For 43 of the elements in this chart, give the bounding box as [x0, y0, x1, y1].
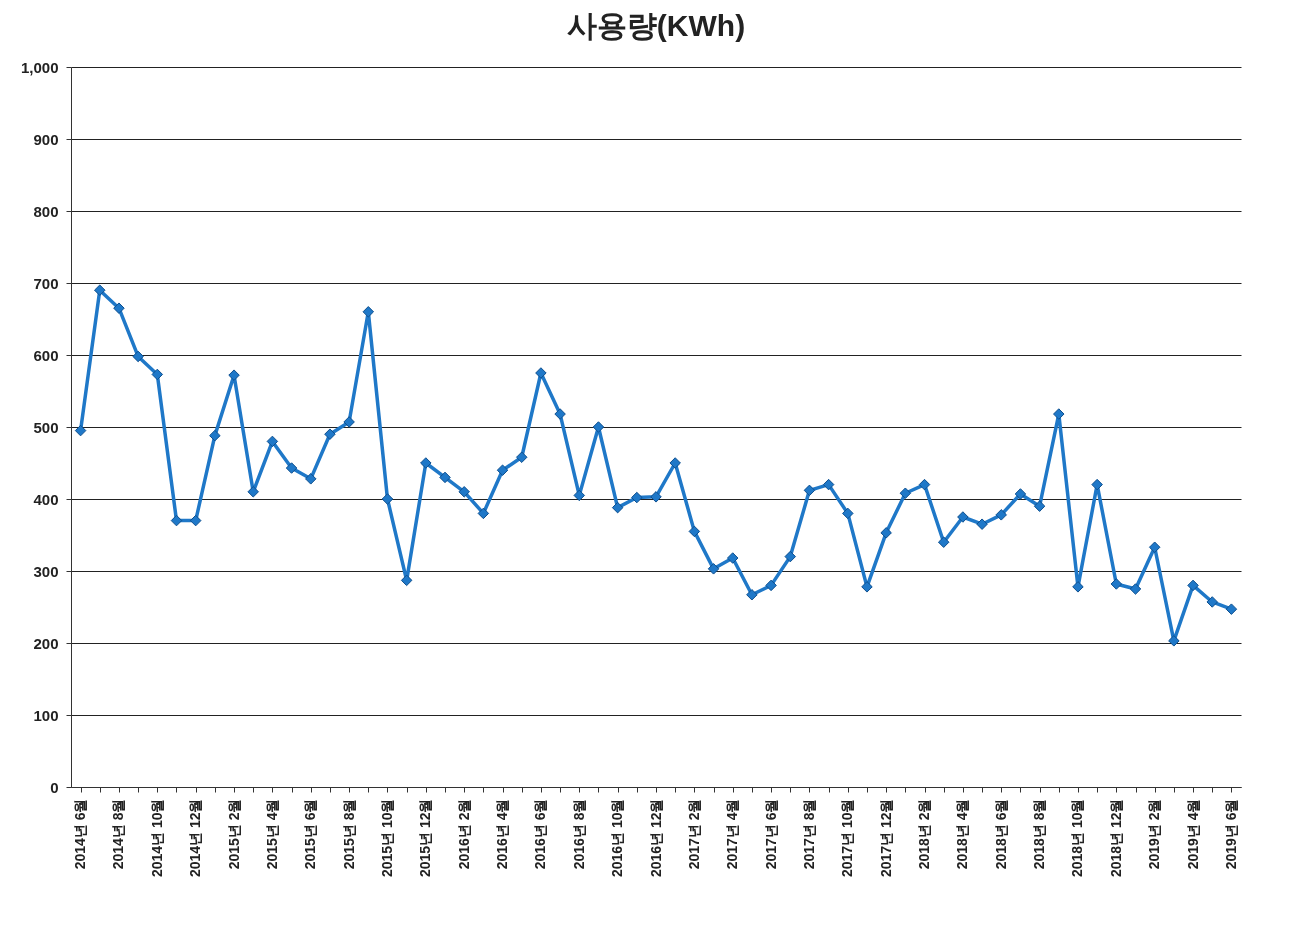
x-tick-label: 2018년 10월: [1069, 798, 1086, 878]
x-tick-label: 2015년 8월: [340, 798, 357, 870]
x-tick-label: 2017년 10월: [839, 798, 856, 878]
x-tick-label: 2014년 6월: [72, 798, 89, 870]
x-tick-label: 2014년 8월: [110, 798, 127, 870]
x-tick-label: 2015년 4월: [263, 798, 280, 870]
x-tick-label: 2019년 6월: [1222, 798, 1239, 870]
x-tick-label: 2016년 4월: [494, 798, 511, 870]
x-tick-label: 2017년 8월: [800, 798, 817, 870]
x-tick-label: 2018년 2월: [916, 798, 933, 870]
x-tick-label: 2015년 2월: [225, 798, 242, 870]
x-tick-label: 2014년 10월: [148, 798, 165, 878]
x-tick-label: 2016년 12월: [647, 798, 664, 878]
x-tick-label: 2019년 2월: [1146, 798, 1163, 870]
x-tick-label: 2016년 6월: [532, 798, 549, 870]
y-tick-label: 200: [33, 634, 59, 652]
x-tick-label: 2017년 4월: [724, 798, 741, 870]
x-tick-label: 2017년 12월: [877, 798, 894, 878]
x-tick-label: 2015년 6월: [302, 798, 319, 870]
y-tick-label: 0: [50, 778, 59, 796]
x-tick-label: 2016년 8월: [570, 798, 587, 870]
y-tick-label: 1,000: [20, 58, 59, 76]
x-tick-label: 2018년 4월: [954, 798, 971, 870]
y-tick-label: 300: [33, 562, 59, 580]
x-tick-label: 2015년 12월: [417, 798, 434, 878]
x-tick-label: 2019년 4월: [1184, 798, 1201, 870]
x-tick-label: 2016년 10월: [609, 798, 626, 878]
y-tick-label: 700: [33, 274, 59, 292]
y-tick-label: 600: [33, 346, 59, 364]
y-tick-label: 900: [33, 130, 59, 148]
x-tick-label: 2018년 12월: [1107, 798, 1124, 878]
y-tick-label: 500: [33, 418, 59, 436]
x-tick-label: 2017년 2월: [685, 798, 702, 870]
y-tick-label: 800: [33, 202, 59, 220]
x-tick-label: 2018년 8월: [1031, 798, 1048, 870]
x-tick-label: 2018년 6월: [992, 798, 1009, 870]
x-tick-label: 2017년 6월: [762, 798, 779, 870]
chart-title: 사용량(KWh): [566, 9, 746, 42]
x-tick-label: 2016년 2월: [455, 798, 472, 870]
x-tick-label: 2015년 10월: [378, 798, 395, 878]
y-tick-label: 100: [33, 706, 59, 724]
x-tick-label: 2014년 12월: [187, 798, 204, 878]
y-tick-label: 400: [33, 490, 59, 508]
